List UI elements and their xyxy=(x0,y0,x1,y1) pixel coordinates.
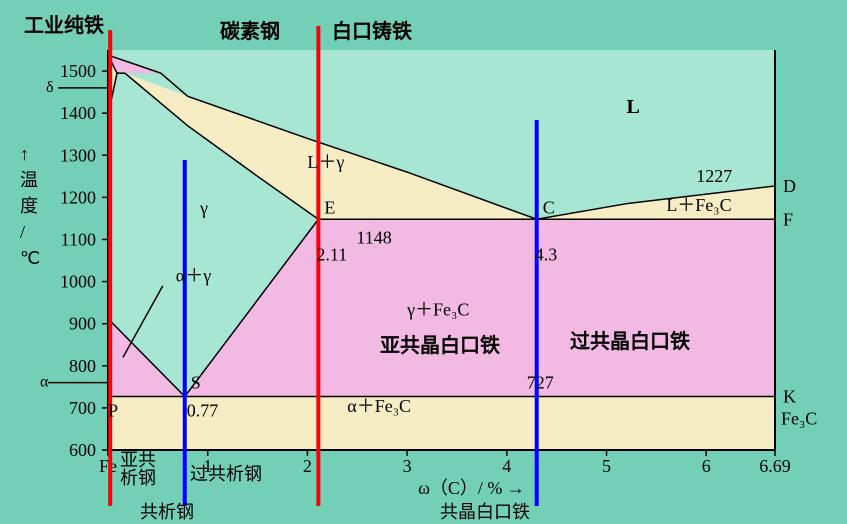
ytick-label: 1100 xyxy=(61,229,96,249)
ytick-label: 1400 xyxy=(60,103,96,123)
bottom-label: 共晶白口铁 xyxy=(440,502,530,522)
xtick-label: Fe xyxy=(99,456,117,476)
ytick-label: 700 xyxy=(69,398,96,418)
point-E: E xyxy=(324,197,335,217)
point-S: S xyxy=(191,373,201,393)
bottom-label: 析钢 xyxy=(120,468,156,488)
temp-727: 727 xyxy=(527,373,554,393)
bottom-label: 过共析钢 xyxy=(190,464,262,484)
xtick-label: 3 xyxy=(403,456,412,476)
c-4.3: 4.3 xyxy=(535,245,558,265)
bottom-label: 亚共 xyxy=(120,450,156,470)
xtick-label: 5 xyxy=(602,456,611,476)
yaxis-label: / xyxy=(20,222,25,242)
yaxis-label: 温 xyxy=(20,170,38,190)
ytick-label: 1000 xyxy=(60,272,96,292)
xtick-label: 6.69 xyxy=(759,456,791,476)
category-label: 白口铸铁 xyxy=(332,19,412,43)
L-plus-gamma-label: L＋γ xyxy=(307,152,344,172)
ytick-label: 1500 xyxy=(60,61,96,81)
ytick-label: 900 xyxy=(69,314,96,334)
point-D: D xyxy=(783,176,796,196)
region-label: 过共晶白口铁 xyxy=(570,329,690,353)
xtick-label: 4 xyxy=(502,456,511,476)
gamma-label: γ xyxy=(199,198,208,218)
ytick-label: 1200 xyxy=(60,187,96,207)
category-label: 工业纯铁 xyxy=(24,13,104,37)
phase-diagram-svg: 600 700 800 900 1000 1100 1200 1300 1400 1500 Fe 12… xyxy=(0,0,847,524)
ytick-label: 800 xyxy=(69,356,96,376)
xaxis-label: ω（C）/ % → xyxy=(418,478,525,498)
xtick-label: 6 xyxy=(702,456,711,476)
L-plus-Fe3C-label: L＋Fe₃C xyxy=(666,195,731,215)
liquid-label: L xyxy=(626,96,639,118)
gamma-plus-Fe3C-label: γ＋Fe₃C xyxy=(406,299,469,319)
point-C: C xyxy=(543,197,555,217)
point-P: P xyxy=(108,401,118,421)
point-F: F xyxy=(783,209,793,229)
c-0.77: 0.77 xyxy=(187,401,219,421)
alpha-plus-gamma-label: α＋γ xyxy=(176,266,211,286)
xtick-label: 2 xyxy=(303,456,312,476)
alpha-plus-Fe3C-label: α＋Fe₃C xyxy=(347,396,411,416)
Fe3C-label: Fe₃C xyxy=(781,409,817,429)
bottom-label: 共析钢 xyxy=(140,502,194,522)
c-2.11: 2.11 xyxy=(316,245,347,265)
ytick-label: 600 xyxy=(69,440,96,460)
alpha-label: α xyxy=(40,374,49,391)
point-K: K xyxy=(783,387,796,407)
yaxis-label: ℃ xyxy=(20,248,40,268)
temp-1148: 1148 xyxy=(356,227,391,247)
temp-1227: 1227 xyxy=(696,166,732,186)
region-label: 亚共晶白口铁 xyxy=(380,333,500,357)
category-label: 碳素钢 xyxy=(220,19,280,43)
ytick-label: 1300 xyxy=(60,145,96,165)
yaxis-label: 度 xyxy=(20,196,38,216)
delta-label: δ xyxy=(46,79,54,96)
yaxis-label: ↑ xyxy=(20,144,29,164)
